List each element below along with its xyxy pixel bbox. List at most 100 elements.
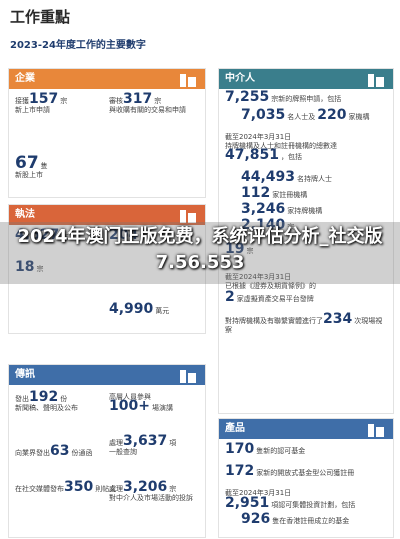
overlay-text: 2024年澳门正版免费，系统评估分析_社交版7.56.553 — [17, 226, 383, 273]
stat-unit: 家持牌機構 — [287, 207, 323, 215]
stat-unit: 宗 — [60, 97, 68, 105]
stat-desc: 持牌機構及人士和註冊機構的總數達 — [225, 142, 337, 150]
stat-prefix: 對持牌機構及有聯繫實體進行了 — [225, 317, 323, 325]
section-icon — [365, 71, 387, 87]
stat-prefix: 向業界發出 — [15, 449, 50, 457]
stat-number: 2,140 — [241, 217, 286, 233]
stat: 112 家註冊機構 — [241, 186, 309, 200]
stat: 審核317 宗與收購有關的交易和申請 — [109, 92, 186, 115]
stat-unit: 家新的開放式基金型公司獲註冊 — [256, 469, 355, 477]
stat-desc: 一般查詢 — [109, 448, 137, 456]
stat-number: 192 — [29, 389, 59, 405]
stat: 44,493 名持牌人士 — [241, 170, 334, 184]
stat: 2 家虛擬資產交易平台發牌 — [225, 290, 316, 304]
stat: 19 宗 — [225, 242, 255, 256]
stat-unit: 則帖文 — [95, 485, 117, 493]
stat-unit: 萬元 — [155, 307, 170, 315]
stat-unit: 份 — [60, 395, 68, 403]
stat-number: 47,851 — [225, 147, 280, 163]
stat-prefix: 在社交媒體發布 — [15, 485, 64, 493]
stat: 截至2024年3月31日 持牌機構及人士和註冊機構的總數達 — [225, 133, 337, 151]
stat-unit: 家註冊機構 — [272, 191, 308, 199]
stat-number: 350 — [64, 479, 94, 495]
stat-prefix: 審核 — [109, 97, 123, 105]
stat-unit: 宗 — [140, 233, 148, 241]
stat-prefix: 截至2024年3月31日 — [225, 273, 292, 281]
stat: 170 隻新的認可基金 — [225, 442, 307, 456]
stat: 處理3,206 宗對中介人及市場活動的投訴 — [109, 480, 193, 503]
section-icon — [177, 207, 199, 223]
stat: 發出192 份新聞稿、聲明及公布 — [15, 390, 78, 413]
stat: 向業界發出63 份通函 — [15, 444, 94, 458]
stat-unit: 宗 — [154, 97, 162, 105]
stat-number: 3,246 — [241, 201, 286, 217]
section-header: 傳訊 — [9, 365, 205, 385]
stat-prefix: 高層人員參與 — [109, 393, 151, 401]
stat-unit: 宗 — [246, 247, 254, 255]
stat: 204 宗 — [109, 228, 149, 242]
overlay-band — [0, 222, 400, 284]
stat: 截至2024年3月31日 已根據《證券及期貨條例》的 — [225, 273, 316, 291]
stat-number: 18 — [15, 259, 35, 275]
stat-desc: 新上市申請 — [15, 106, 50, 114]
section-header: 產品 — [219, 419, 393, 439]
stat: 18 宗 — [15, 260, 45, 274]
stat-prefix: 截至2024年3月31日 — [225, 133, 292, 141]
stat-number: 19 — [225, 241, 245, 257]
stat-number: 112 — [241, 185, 271, 201]
section-header: 中介人 — [219, 69, 393, 89]
stat-number: 2 — [225, 289, 235, 305]
stat-prefix: 接獲 — [15, 97, 29, 105]
stat-number: 172 — [225, 463, 255, 479]
section-header: 執法 — [9, 205, 205, 225]
section: 中介人 7,255 宗新的牌照申請，包括 7,035 名人士及 220 家機構 截至2024年… — [218, 68, 394, 414]
stat-desc: 新股上市 — [15, 171, 43, 179]
stat: 2,140 宗 — [241, 218, 296, 232]
section-icon — [177, 367, 199, 383]
stat-desc: 已根據《證券及期貨條例》的 — [225, 282, 316, 290]
stat-unit: 項 — [169, 439, 177, 447]
section: 執法 4,627 宗 204 宗 18 宗 4,990 萬元 — [8, 204, 206, 334]
section-title: 中介人 — [225, 73, 255, 84]
stat: 172 家新的開放式基金型公司獲註冊 — [225, 464, 356, 478]
stat-number: 170 — [225, 441, 255, 457]
stat: 7,255 宗新的牌照申請，包括 — [225, 90, 343, 104]
stat-prefix: 截至2024年3月31日 — [225, 489, 292, 497]
stat-number: 317 — [123, 91, 153, 107]
section: 企業 接獲157 宗新上市申請 審核317 宗與收購有關的交易和申請 67 隻新股上市 — [8, 68, 206, 198]
stat: 926 隻在香港註冊成立的基金 — [241, 512, 351, 526]
stat: 在社交媒體發布350 則帖文 — [15, 480, 118, 494]
stat-prefix: 處理 — [109, 439, 123, 447]
stat: 4,627 宗 — [15, 228, 70, 242]
stat-number: 2,951 — [225, 495, 270, 511]
section-title: 企業 — [15, 73, 35, 84]
subtitle: 2023-24年度工作的主要數字 — [10, 40, 146, 51]
stat-unit: 場演講 — [151, 404, 173, 412]
stat-number: 67 — [15, 153, 39, 173]
section: 傳訊發出192 份新聞稿、聲明及公布 高層人員參與100+ 場演講向業界發出63 份通函… — [8, 364, 206, 538]
stat-desc: 與收購有關的交易和申請 — [109, 106, 186, 114]
stat: 接獲157 宗新上市申請 — [15, 92, 69, 115]
stat: 67 隻新股上市 — [15, 155, 50, 180]
stat-number: 157 — [29, 91, 59, 107]
stat-unit: ，包括 — [281, 153, 303, 161]
stat-unit: 家機構 — [348, 113, 370, 121]
stat-number: 926 — [241, 511, 271, 527]
stat: 2,951 項認可集體投資計劃，包括 — [225, 496, 357, 510]
stat-prefix: 發出 — [15, 395, 29, 403]
stat-unit: 項認可集體投資計劃，包括 — [271, 501, 356, 509]
section-header: 企業 — [9, 69, 205, 89]
stat-number: 4,990 — [109, 301, 154, 317]
stat-unit: 隻在香港註冊成立的基金 — [272, 517, 350, 525]
stat: 處理3,637 項一般查詢 — [109, 434, 178, 457]
stat: 截至2024年3月31日 — [225, 489, 291, 498]
stat-number: 220 — [317, 107, 347, 123]
stat-desc: 對中介人及市場活動的投訴 — [109, 494, 193, 502]
section-title: 傳訊 — [15, 369, 35, 380]
stat-unit: 宗 — [287, 223, 295, 231]
stat: 高層人員參與100+ 場演講 — [109, 393, 197, 413]
stat: 47,851 ，包括 — [225, 148, 304, 162]
stat: 對持牌機構及有聯繫實體進行了234 次現場視察 — [225, 312, 385, 335]
stat-number: 63 — [50, 443, 70, 459]
